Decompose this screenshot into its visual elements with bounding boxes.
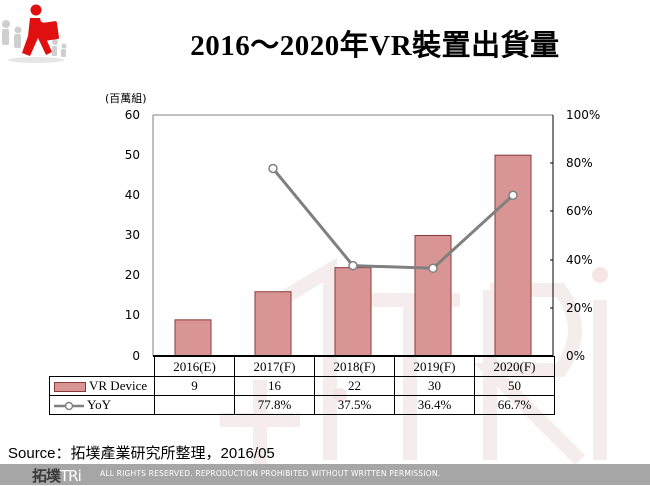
y-tick: 60 [124, 108, 140, 122]
brand-logo: 拓墣TRi [32, 465, 82, 486]
table-cell: 77.8% [234, 395, 315, 415]
table-corner [49, 356, 155, 377]
yoy-line [271, 167, 515, 270]
vr-device-bars [174, 154, 532, 357]
y2-tick: 0% [566, 349, 586, 363]
series-name: VR Device [89, 378, 148, 393]
series-name: YoY [87, 397, 111, 412]
chart-title: 2016～2020年VR裝置出貨量 [190, 30, 560, 62]
bar [414, 235, 452, 357]
legend-vr-device: VR Device [49, 376, 155, 396]
table-cell: 37.5% [314, 395, 395, 415]
brand-name: 拓墣 [32, 467, 61, 485]
category-header: 2016(E) [154, 356, 235, 377]
y-tick: 0 [132, 349, 140, 363]
table-row: YoY 77.8% 37.5% 36.4% 66.7% [49, 395, 555, 415]
category-header: 2018(F) [314, 356, 395, 377]
source-note: Source：拓墣產業研究所整理，2016/05 [8, 445, 275, 462]
copyright-text: ALL RIGHTS RESERVED. REPRODUCTION PROHIB… [100, 469, 441, 478]
table-row: VR Device 9 16 22 30 50 [49, 376, 555, 396]
yoy-markers [268, 163, 518, 274]
brand-tri: TRi [60, 467, 82, 485]
yoy-marker [508, 190, 518, 201]
y2-tick: 40% [566, 253, 593, 267]
bar-swatch-icon [54, 382, 86, 393]
y-tick: 10 [124, 308, 140, 322]
yoy-marker [268, 163, 278, 174]
yoy-marker [428, 263, 438, 274]
bar [494, 154, 532, 357]
table-cell: 66.7% [474, 395, 555, 415]
bar [334, 267, 372, 357]
yoy-marker [348, 260, 358, 271]
table-cell: 22 [314, 376, 395, 396]
table-cell [154, 395, 235, 415]
bar [174, 319, 212, 357]
legend-yoy: YoY [49, 395, 155, 415]
person-carrying-briefcase-icon [2, 4, 67, 63]
y2-tick: 60% [566, 204, 593, 218]
y-tick: 50 [124, 148, 140, 162]
y-tick: 20 [124, 268, 140, 282]
y2-tick: 20% [566, 301, 593, 315]
y2-tick: 100% [566, 108, 601, 122]
table-cell: 16 [234, 376, 315, 396]
y2-tick: 80% [566, 156, 593, 170]
footer-bar: 拓墣TRi ALL RIGHTS RESERVED. REPRODUCTION … [0, 464, 650, 485]
table-cell: 30 [394, 376, 475, 396]
bar [254, 291, 292, 357]
table-cell: 9 [154, 376, 235, 396]
category-header: 2019(F) [394, 356, 475, 377]
table-cell: 50 [474, 376, 555, 396]
y-axis-unit-label: (百萬組) [105, 92, 147, 105]
data-table: 2016(E) 2017(F) 2018(F) 2019(F) 2020(F) … [49, 356, 555, 415]
category-header: 2020(F) [474, 356, 555, 377]
y-tick: 30 [124, 228, 140, 242]
category-header: 2017(F) [234, 356, 315, 377]
y-tick: 40 [124, 188, 140, 202]
table-cell: 36.4% [394, 395, 475, 415]
line-marker-icon [54, 401, 84, 411]
